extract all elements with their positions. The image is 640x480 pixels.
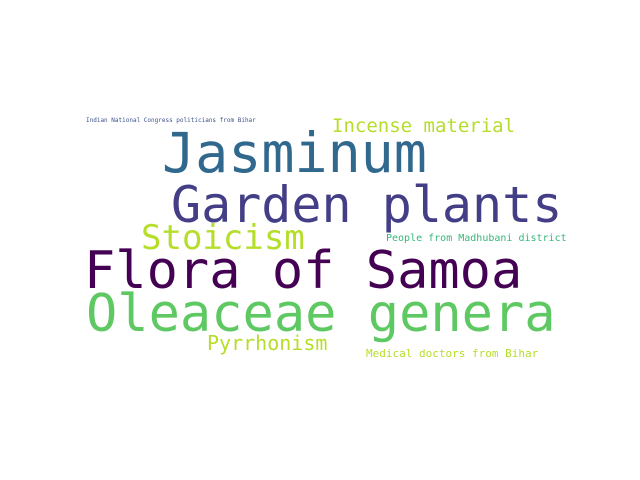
word-incense-material: Incense material: [332, 115, 516, 137]
word-indian-national-congress-politicians-from-bihar: Indian National Congress politicians fro…: [86, 117, 256, 124]
word-oleaceae-genera: Oleaceae genera: [86, 284, 556, 344]
word-stoicism: Stoicism: [141, 218, 305, 258]
word-people-from-madhubani-district: People from Madhubani district: [386, 233, 567, 244]
word-garden-plants: Garden plants: [171, 176, 563, 234]
word-medical-doctors-from-bihar: Medical doctors from Bihar: [366, 347, 539, 360]
word-flora-of-samoa: Flora of Samoa: [84, 241, 523, 301]
word-jasminum: Jasminum: [162, 121, 427, 185]
word-pyrrhonism: Pyrrhonism: [207, 331, 328, 355]
